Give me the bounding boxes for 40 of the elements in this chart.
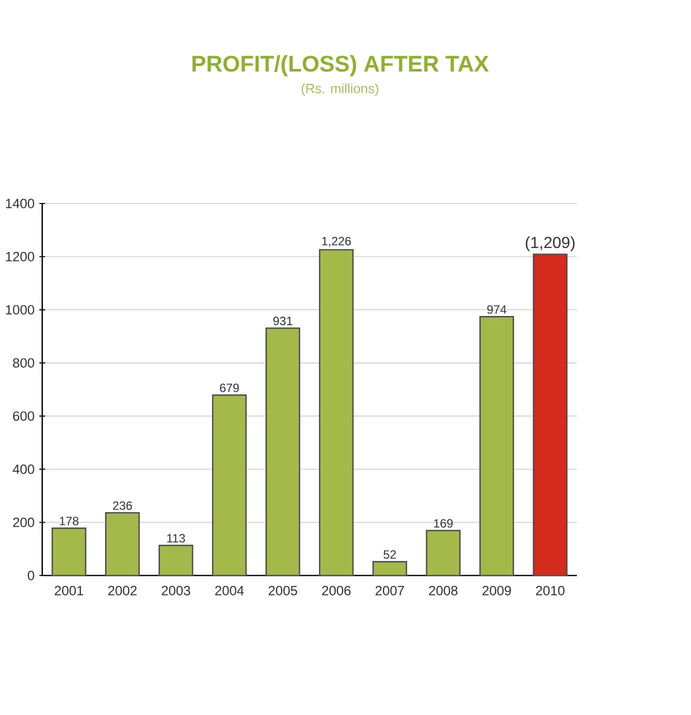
data-label: 113	[167, 534, 185, 543]
y-tick-label: 0	[28, 570, 34, 580]
x-tick-label: 2007	[376, 586, 404, 596]
bar	[105, 512, 140, 576]
x-tick-label: 2008	[429, 586, 458, 596]
x-tick-label: 2006	[322, 586, 351, 596]
y-tick-label: 1200	[6, 252, 34, 262]
bar	[158, 544, 194, 576]
data-label: 931	[273, 316, 292, 326]
bar	[52, 528, 86, 576]
y-tick-label: 800	[13, 358, 34, 368]
chart-subtitle: (Rs. millions)	[302, 83, 378, 96]
data-label: (1,209)	[526, 236, 575, 252]
bar	[479, 316, 514, 576]
y-tick-label: 600	[13, 411, 34, 421]
data-label: 1,226	[322, 236, 351, 247]
x-tick-label: 2005	[268, 586, 298, 596]
x-tick-label: 2002	[108, 586, 137, 596]
chart-title: PROFIT/(LOSS) AFTER TAX	[192, 55, 489, 76]
bar	[532, 254, 568, 576]
data-label: 236	[113, 501, 132, 510]
data-label: 52	[384, 550, 396, 559]
y-tick-label: 200	[13, 518, 34, 528]
data-label: 974	[487, 305, 506, 314]
bar	[266, 327, 300, 576]
bar	[372, 561, 408, 576]
data-label: 679	[220, 384, 239, 392]
x-tick-label: 2004	[215, 586, 244, 596]
x-tick-label: 2009	[482, 586, 511, 596]
data-label: 169	[434, 519, 453, 528]
x-tick-label: 2003	[162, 586, 190, 596]
bar	[426, 530, 461, 576]
bar	[212, 394, 247, 576]
y-tick-label: 1400	[6, 198, 34, 208]
bar	[318, 249, 354, 576]
x-tick-label: 2010	[536, 586, 564, 596]
y-tick-label: 400	[12, 464, 34, 474]
y-tick-label: 1000	[6, 305, 34, 314]
x-tick-label: 2001	[54, 586, 84, 596]
data-label: 178	[60, 516, 78, 526]
